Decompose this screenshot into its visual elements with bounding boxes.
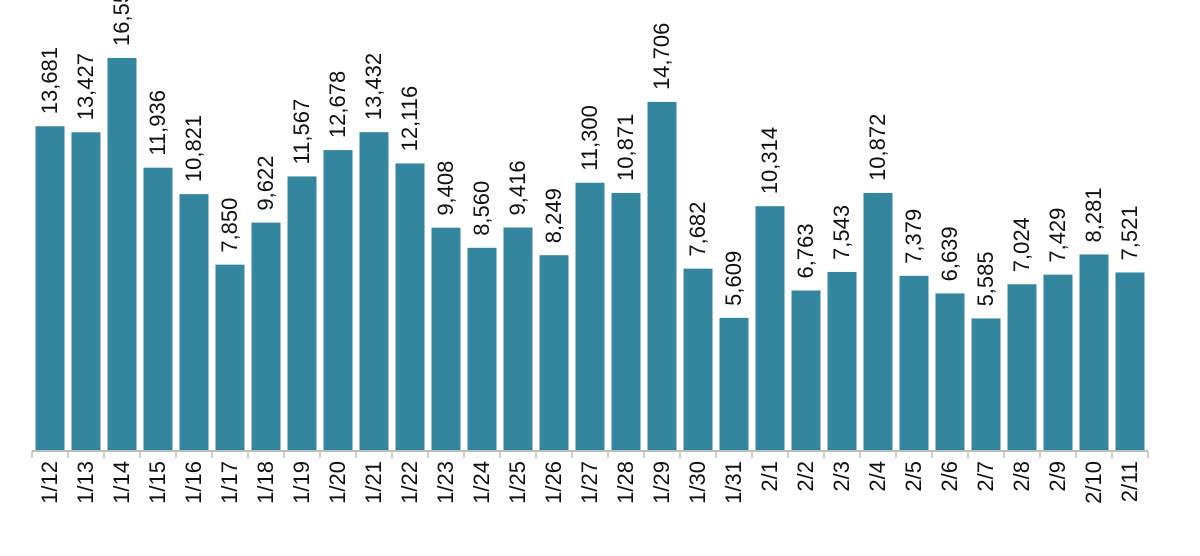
bar-value-label: 12,116: [397, 86, 422, 152]
bar-1-19: [287, 176, 317, 451]
bar-value-label: 7,429: [1045, 208, 1070, 263]
bar-value-label: 10,871: [613, 114, 638, 181]
x-tick-label: 1/22: [397, 461, 422, 504]
x-tick-label: 2/7: [973, 461, 998, 492]
bar-1-12: [35, 126, 65, 451]
bars-group: [35, 57, 1145, 452]
x-tick-label: 1/16: [181, 461, 206, 504]
bar-1-24: [467, 247, 497, 451]
bar-value-label: 7,850: [217, 198, 242, 253]
x-tick-label: 2/2: [793, 461, 818, 492]
bar-value-label: 9,622: [253, 156, 278, 211]
x-tick-label: 1/15: [145, 461, 170, 504]
bar-1-15: [143, 167, 173, 451]
x-tick-label: 2/3: [829, 461, 854, 492]
x-tick-label: 2/9: [1045, 461, 1070, 492]
bar-value-label: 13,432: [361, 53, 386, 120]
bar-value-label: 9,416: [505, 160, 530, 215]
bar-1-28: [611, 192, 641, 451]
bar-value-label: 7,543: [829, 205, 854, 260]
x-tick-label: 1/12: [37, 461, 62, 504]
x-tick-label: 2/10: [1081, 461, 1106, 504]
bar-1-26: [539, 255, 569, 451]
bar-value-label: 9,408: [433, 161, 458, 216]
bar-2-2: [791, 290, 821, 451]
x-tick-label: 1/14: [109, 461, 134, 504]
x-tick-label: 1/27: [577, 461, 602, 504]
bar-value-label: 5,609: [721, 251, 746, 306]
x-tick-label: 1/18: [253, 461, 278, 504]
bar-value-label: 6,639: [937, 226, 962, 281]
x-tick-label: 2/11: [1117, 461, 1142, 502]
bar-2-9: [1043, 274, 1073, 451]
bar-2-6: [935, 293, 965, 451]
bar-2-4: [863, 192, 893, 451]
x-tick-label: 2/1: [757, 461, 782, 492]
x-ticks-group: [31, 451, 1149, 458]
bar-1-25: [503, 227, 533, 451]
x-tick-label: 2/8: [1009, 461, 1034, 492]
bar-value-label: 7,682: [685, 202, 710, 257]
bar-value-label: 10,314: [757, 127, 782, 194]
bar-value-label: 10,872: [865, 114, 890, 181]
bar-1-29: [647, 101, 677, 452]
bar-value-label: 10,821: [181, 115, 206, 182]
bar-value-label: 8,281: [1081, 187, 1106, 242]
bar-1-17: [215, 264, 245, 451]
bar-1-22: [395, 163, 425, 451]
bar-1-27: [575, 182, 605, 451]
x-tick-label: 2/5: [901, 461, 926, 492]
bar-value-label: 11,567: [289, 99, 314, 165]
x-tick-label: 2/6: [937, 461, 962, 492]
bar-2-5: [899, 275, 929, 451]
bar-2-10: [1079, 254, 1109, 451]
bar-2-3: [827, 271, 857, 451]
bar-value-label: 14,706: [649, 23, 674, 90]
bar-1-21: [359, 132, 389, 452]
bar-1-23: [431, 227, 461, 451]
bar-value-label: 8,249: [541, 188, 566, 243]
bar-2-1: [755, 206, 785, 451]
bar-2-7: [971, 318, 1001, 451]
bar-value-label: 11,936: [145, 90, 170, 156]
bar-1-14: [107, 57, 137, 451]
x-tick-label: 1/26: [541, 461, 566, 504]
bar-value-label: 13,427: [73, 53, 98, 120]
x-tick-label: 1/21: [361, 461, 386, 504]
x-tick-label: 1/17: [217, 461, 242, 504]
x-tick-label: 1/19: [289, 461, 314, 504]
bar-value-label: 8,560: [469, 181, 494, 236]
bar-1-16: [179, 194, 209, 451]
data-labels-group: 13,681 13,427 16,559 11,936 10,821 7,850 9,622…: [37, 0, 1142, 306]
bar-2-8: [1007, 284, 1037, 451]
x-tick-label: 1/31: [721, 461, 746, 504]
bar-2-11: [1115, 272, 1145, 451]
bar-value-label: 5,585: [973, 251, 998, 306]
bar-value-label: 12,678: [325, 71, 350, 138]
bar-1-31: [719, 317, 749, 451]
bar-value-label: 7,521: [1117, 205, 1142, 260]
bar-value-label: 11,300: [577, 105, 602, 171]
bar-1-20: [323, 150, 353, 451]
bar-1-30: [683, 268, 713, 451]
bar-1-13: [71, 132, 101, 452]
x-tick-labels-group: 1/12 1/13 1/14 1/15 1/16 1/17 1/18 1/19 1/20 1/21…: [37, 461, 1142, 504]
bar-value-label: 7,024: [1009, 217, 1034, 272]
x-tick-label: 2/4: [865, 461, 890, 492]
x-tick-label: 1/20: [325, 461, 350, 504]
x-tick-label: 1/30: [685, 461, 710, 504]
bar-value-label: 13,681: [37, 47, 62, 114]
x-tick-label: 1/13: [73, 461, 98, 504]
x-tick-label: 1/23: [433, 461, 458, 504]
bar-1-18: [251, 222, 281, 451]
x-tick-label: 1/25: [505, 461, 530, 504]
x-tick-label: 1/24: [469, 461, 494, 504]
x-tick-label: 1/29: [649, 461, 674, 504]
bar-value-label: 7,379: [901, 209, 926, 264]
bar-value-label: 16,559: [109, 0, 134, 46]
x-tick-label: 1/28: [613, 461, 638, 504]
bar-value-label: 6,763: [793, 223, 818, 278]
